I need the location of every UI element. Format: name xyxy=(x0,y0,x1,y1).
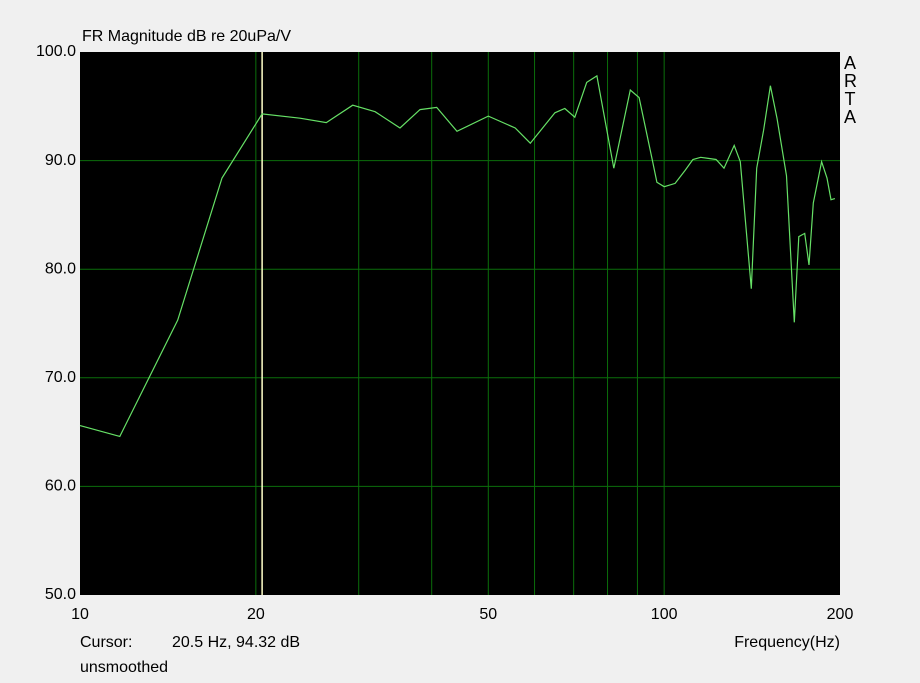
x-tick-label: 200 xyxy=(827,606,854,623)
smoothing-label: unsmoothed xyxy=(80,659,168,676)
watermark: ARTA xyxy=(844,53,857,127)
y-tick-label: 90.0 xyxy=(45,152,76,169)
x-tick-label: 10 xyxy=(71,606,89,623)
x-tick-label: 100 xyxy=(651,606,678,623)
fr-curve xyxy=(79,74,836,438)
cursor-label: Cursor: xyxy=(80,634,132,651)
x-tick-label: 20 xyxy=(247,606,265,623)
x-tick-label: 50 xyxy=(479,606,497,623)
y-tick-label: 60.0 xyxy=(45,478,76,495)
chart-title: FR Magnitude dB re 20uPa/V xyxy=(82,28,291,45)
y-tick-label: 50.0 xyxy=(45,586,76,603)
y-tick-label: 70.0 xyxy=(45,369,76,386)
y-tick-label: 100.0 xyxy=(36,43,76,60)
plot-area xyxy=(80,52,840,595)
cursor-readout: 20.5 Hz, 94.32 dB xyxy=(172,634,300,651)
x-axis-label: Frequency(Hz) xyxy=(734,634,840,651)
y-tick-label: 80.0 xyxy=(45,260,76,277)
